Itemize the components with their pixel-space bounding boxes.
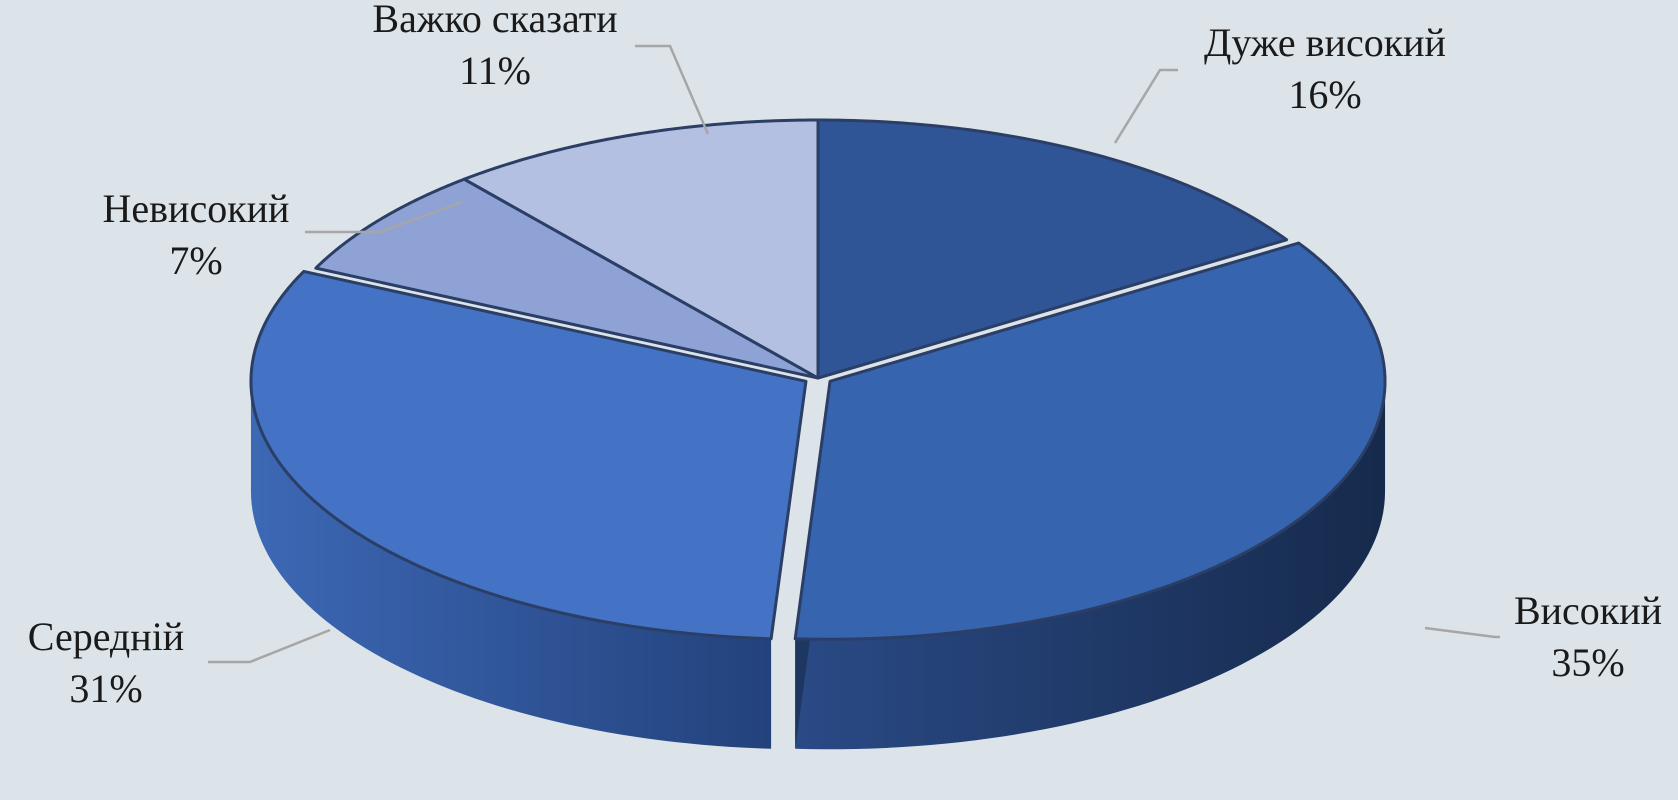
slice-label-2: Високий <box>1514 588 1662 633</box>
leader-line-4 <box>305 200 463 234</box>
leader-lines <box>208 44 1500 664</box>
pie-slice-2 <box>793 241 1387 641</box>
pie-slice-3 <box>249 269 808 641</box>
slice-value-4: 7% <box>169 238 222 283</box>
slice-label-1: Дуже високий <box>1204 20 1446 65</box>
pie-wall-1 <box>795 381 1386 750</box>
pie-slice-5 <box>462 118 820 380</box>
leader-line-3 <box>208 628 331 664</box>
slice-label-5: Важко сказати <box>372 0 617 41</box>
slice-value-1: 16% <box>1288 72 1361 117</box>
leader-line-2 <box>1424 626 1500 639</box>
slice-value-2: 35% <box>1551 640 1624 685</box>
data-labels: Дуже високий 16% Високий 35% Середній 31% Неви… <box>28 0 1662 711</box>
pie-slice-1 <box>816 118 1289 380</box>
leader-line-1 <box>1113 68 1178 144</box>
pie-top-faces <box>249 118 1387 641</box>
slice-value-5: 11% <box>459 48 531 93</box>
slice-label-4: Невисокий <box>103 186 290 231</box>
pie-wall-2 <box>250 381 772 749</box>
slice-value-3: 31% <box>69 666 142 711</box>
pie-slice-4 <box>314 177 820 380</box>
leader-line-5 <box>635 44 710 135</box>
slice-label-3: Середній <box>28 614 184 659</box>
